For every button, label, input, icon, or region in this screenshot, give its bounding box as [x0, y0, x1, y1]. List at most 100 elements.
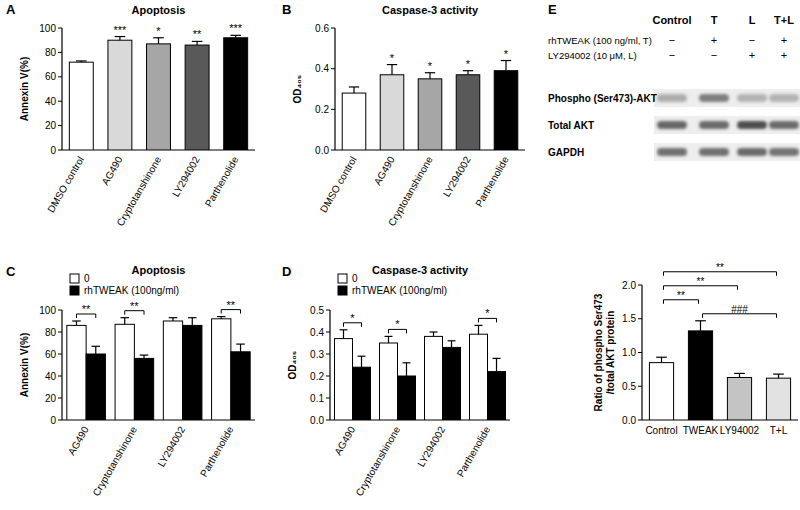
y-tick-label: 20	[45, 120, 57, 131]
y-tick-label: 0.1	[310, 393, 324, 404]
error-cap	[425, 72, 435, 73]
y-tick-label: 0.4	[315, 63, 329, 74]
error-bar	[120, 318, 128, 325]
y-tick-label: 60	[45, 349, 57, 360]
y-tick-label: 0.0	[622, 415, 636, 426]
treatment-sign: +	[711, 34, 717, 46]
y-axis	[334, 28, 335, 150]
blot-band	[699, 94, 729, 102]
comparison-label: **	[716, 262, 724, 273]
significance: **	[193, 28, 202, 40]
x-tick-label: Cryptotanshinone	[115, 154, 164, 228]
blot-band	[769, 121, 799, 129]
error-stem	[496, 358, 497, 371]
error-bar	[358, 356, 366, 367]
treatment-sign: −	[749, 34, 755, 46]
y-tick-label: 40	[45, 371, 57, 382]
comparison-label: **	[677, 290, 685, 301]
y-axis-label: Annexin V(%)	[19, 333, 30, 397]
error-bar	[115, 37, 126, 41]
treatment-sign: +	[781, 49, 787, 61]
y-tick-label: 20	[45, 393, 57, 404]
y-tick-label: 0	[50, 145, 56, 156]
bar	[224, 38, 248, 150]
lane-label: L	[749, 14, 756, 26]
error-bar	[92, 346, 100, 354]
x-tick-label: Cryptotanshinone	[354, 424, 403, 498]
title: Apoptosis	[132, 4, 186, 16]
error-cap	[430, 331, 438, 332]
error-cap	[475, 325, 483, 326]
blot-strip	[654, 143, 800, 161]
chart-panel: 0.00.10.20.30.40.5AG490CryptotanshinoneL…	[282, 264, 510, 498]
error-cap	[72, 320, 80, 321]
y-tick-label: 0.0	[315, 145, 329, 156]
y-tick-label: 2.0	[622, 280, 636, 291]
panel-label: D	[282, 264, 291, 279]
error-bar	[340, 330, 348, 339]
error-bar	[192, 41, 203, 45]
significance: **	[130, 300, 139, 312]
error-cap	[76, 60, 87, 61]
legend-swatch	[70, 274, 79, 283]
bar	[456, 75, 480, 150]
error-cap	[140, 355, 148, 356]
legend-swatch	[338, 286, 347, 295]
legend-label: rhTWEAK (100ng/ml)	[84, 285, 179, 296]
x-tick-label: LY294002	[155, 424, 187, 469]
bar	[163, 321, 182, 420]
blot-band	[657, 94, 687, 102]
error-stem	[192, 318, 193, 326]
error-bar	[230, 35, 241, 37]
error-bar	[169, 318, 177, 321]
blot-band	[737, 94, 767, 102]
x-tick-label: Parthenolide	[473, 154, 511, 209]
significance: *	[428, 60, 433, 72]
error-bar	[153, 38, 164, 44]
error-bar	[76, 61, 87, 62]
error-cap	[493, 358, 501, 359]
error-bar	[493, 358, 501, 371]
y-tick-label: 0.6	[315, 23, 329, 34]
legend-swatch	[338, 274, 347, 283]
error-cap	[217, 316, 225, 317]
treatment-sign: +	[781, 34, 787, 46]
y-tick-label: 100	[39, 305, 56, 316]
y-tick-label: 0.0	[310, 415, 324, 426]
significance: *	[504, 48, 509, 60]
y-axis	[329, 310, 330, 420]
error-bar	[734, 373, 745, 377]
treatment-sign: −	[669, 34, 675, 46]
error-bar	[656, 357, 667, 362]
error-cap	[387, 64, 397, 65]
error-bar	[475, 325, 483, 334]
y-tick-label: 0.5	[310, 305, 324, 316]
comparison-label: **	[697, 276, 705, 287]
title: Caspase-3 activity	[372, 264, 469, 276]
error-cap	[734, 373, 745, 374]
x-tick-label: Control	[645, 425, 677, 436]
blot-strip	[654, 89, 800, 107]
y-axis-label: OD₄₀₅	[287, 350, 298, 379]
y-axis-label: /total AKT protein	[605, 311, 616, 395]
blot-band	[737, 148, 767, 156]
bar	[766, 378, 790, 420]
error-cap	[403, 362, 411, 363]
treatment-label: rhTWEAK (100 ng/ml, T)	[548, 35, 652, 46]
error-stem	[361, 356, 362, 367]
error-stem	[343, 330, 344, 339]
error-bar	[425, 73, 435, 79]
error-stem	[451, 341, 452, 348]
error-cap	[92, 346, 100, 347]
error-bar	[385, 336, 393, 343]
figure: 020406080100DMSO controlAG490Cryptotansh…	[0, 0, 800, 510]
significance: ***	[113, 24, 127, 36]
comparison-label: ###	[731, 304, 748, 315]
error-bar	[349, 87, 359, 93]
error-bar	[773, 374, 784, 378]
x-tick-label: Parthenolide	[455, 424, 493, 479]
x-tick-label: DMSO control	[45, 155, 86, 215]
error-stem	[778, 374, 779, 378]
error-bar	[140, 355, 148, 358]
bar	[398, 376, 416, 420]
